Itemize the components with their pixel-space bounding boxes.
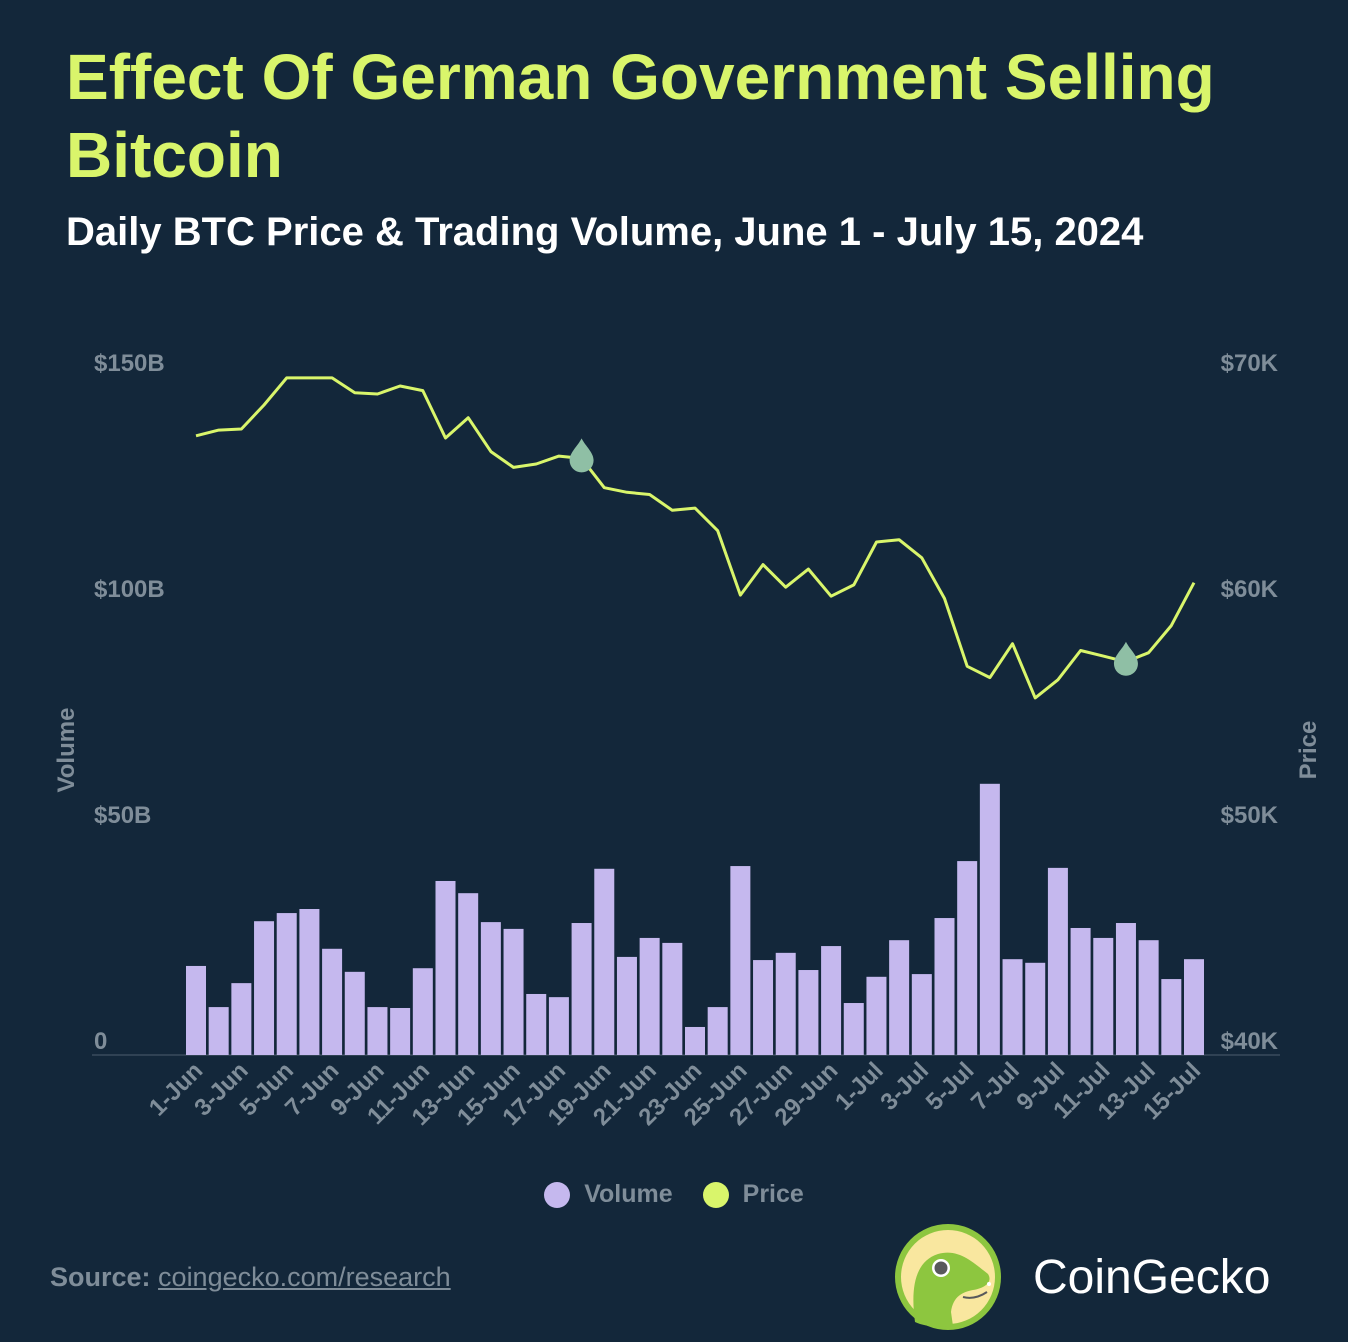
volume-bar[interactable] <box>208 1007 229 1055</box>
coingecko-logo-icon <box>895 1224 1001 1330</box>
brand: CoinGecko <box>893 1222 1270 1332</box>
y-left-tick-label: $150B <box>94 350 165 377</box>
legend-label-volume: Volume <box>584 1180 673 1208</box>
drop-marker-icon <box>1113 641 1138 676</box>
volume-swatch-icon <box>544 1181 571 1208</box>
y-right-tick-label: $50K <box>1221 802 1279 829</box>
volume-bar[interactable] <box>480 922 501 1055</box>
volume-bar[interactable] <box>934 918 955 1055</box>
y-left-tick-label: 0 <box>94 1028 107 1055</box>
legend: Volume Price <box>0 1180 1348 1209</box>
y-right-axis-label: Price <box>1295 721 1322 780</box>
volume-bar[interactable] <box>458 893 479 1055</box>
volume-bar[interactable] <box>639 937 660 1055</box>
x-tick-label: 3-Jul <box>875 1057 934 1116</box>
y-right-tick-label: $40K <box>1221 1028 1279 1055</box>
volume-bar[interactable] <box>821 946 842 1055</box>
volume-bar[interactable] <box>775 952 796 1055</box>
volume-bar[interactable] <box>1025 962 1046 1055</box>
y-left-tick-label: $50B <box>94 802 151 829</box>
volume-bar[interactable] <box>1093 937 1114 1055</box>
source-label: Source: <box>50 1262 151 1292</box>
x-tick-label: 1-Jul <box>830 1057 889 1116</box>
volume-bar[interactable] <box>730 866 751 1055</box>
x-tick-label: 5-Jul <box>921 1057 980 1116</box>
volume-bar[interactable] <box>594 868 615 1055</box>
y-left-tick-label: $100B <box>94 576 165 603</box>
source-link[interactable]: coingecko.com/research <box>158 1262 451 1292</box>
volume-bar[interactable] <box>186 965 206 1055</box>
volume-bar[interactable] <box>889 940 910 1055</box>
volume-bar[interactable] <box>322 948 343 1055</box>
volume-bar[interactable] <box>1070 927 1091 1055</box>
volume-bar[interactable] <box>435 880 456 1055</box>
legend-label-price: Price <box>742 1180 804 1208</box>
volume-bar[interactable] <box>957 861 978 1055</box>
volume-bar[interactable] <box>299 909 320 1055</box>
volume-bar[interactable] <box>412 968 433 1055</box>
volume-bar[interactable] <box>662 942 683 1055</box>
legend-item-volume[interactable]: Volume <box>544 1180 673 1209</box>
volume-bar[interactable] <box>1047 867 1068 1055</box>
price-swatch-icon <box>702 1181 729 1208</box>
chart-title: Effect Of German Government Selling Bitc… <box>66 41 1215 191</box>
volume-bar[interactable] <box>1184 959 1204 1055</box>
legend-item-price[interactable]: Price <box>702 1180 804 1209</box>
volume-bar[interactable] <box>979 783 1000 1055</box>
x-tick-label: 7-Jul <box>966 1057 1025 1116</box>
price-line <box>195 376 1196 700</box>
volume-bar[interactable] <box>548 997 569 1055</box>
volume-bar[interactable] <box>503 928 524 1055</box>
source: Source: coingecko.com/research <box>50 1262 451 1293</box>
y-left-axis-label: Volume <box>53 708 80 793</box>
volume-bar[interactable] <box>1161 979 1182 1055</box>
volume-bar[interactable] <box>390 1007 411 1055</box>
volume-bar[interactable] <box>231 983 252 1055</box>
brand-name: CoinGecko <box>1033 1250 1271 1304</box>
volume-bar[interactable] <box>367 1007 388 1055</box>
drop-marker-icon <box>569 438 594 473</box>
y-right-tick-label: $70K <box>1221 350 1279 377</box>
volume-bar[interactable] <box>571 923 592 1055</box>
volume-bar[interactable] <box>798 970 819 1055</box>
volume-bar[interactable] <box>526 993 547 1055</box>
volume-bar[interactable] <box>276 913 297 1055</box>
volume-bar[interactable] <box>753 960 774 1055</box>
volume-bar[interactable] <box>1115 923 1136 1055</box>
volume-bar[interactable] <box>1002 959 1023 1055</box>
volume-bar[interactable] <box>685 1026 705 1055</box>
volume-bar[interactable] <box>616 956 637 1055</box>
volume-bar[interactable] <box>707 1007 728 1055</box>
volume-bar[interactable] <box>866 976 887 1055</box>
volume-bar[interactable] <box>254 921 275 1055</box>
chart: 0$50B$100B$150B $40K$50K$60K$70K Volume … <box>53 350 1322 1131</box>
volume-bar[interactable] <box>911 974 932 1055</box>
volume-bar[interactable] <box>344 971 365 1055</box>
volume-bar[interactable] <box>843 1003 864 1055</box>
y-right-tick-label: $60K <box>1221 576 1279 603</box>
chart-subtitle: Daily BTC Price & Trading Volume, June 1… <box>66 210 1144 254</box>
volume-bar[interactable] <box>1138 940 1159 1055</box>
